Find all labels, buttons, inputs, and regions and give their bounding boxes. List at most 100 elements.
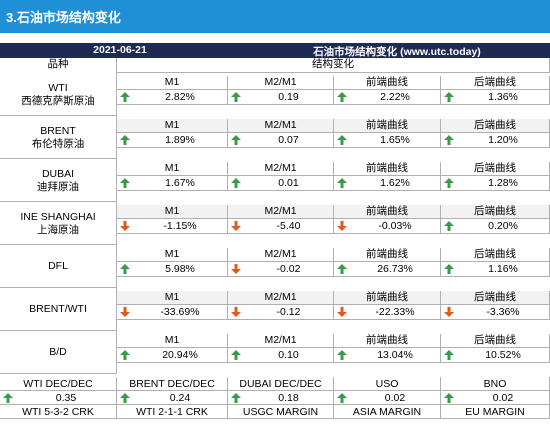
spread-value-cell: 0.02 — [334, 391, 441, 405]
metric-value-cell: 10.52% — [441, 348, 550, 363]
arrow-up-icon — [337, 350, 347, 360]
metric-value-cell: -0.12 — [228, 305, 334, 320]
arrow-up-icon — [444, 350, 454, 360]
metric-value: -0.03% — [378, 220, 412, 232]
arrow-down-icon — [337, 221, 347, 231]
product-name-cell: B/D — [0, 331, 117, 374]
metric-label-cell: M1 — [117, 76, 228, 90]
spread-label-cell: DUBAI DEC/DEC — [228, 377, 334, 391]
spread-value-cell: 0.02 — [441, 391, 550, 405]
metric-value: 1.36% — [488, 91, 518, 103]
metric-value: 0.10 — [278, 349, 299, 361]
metric-label-cell: 前端曲线 — [334, 205, 441, 219]
metric-value-cell: 20.94% — [117, 348, 228, 363]
metric-label-cell: 前端曲线 — [334, 119, 441, 133]
arrow-up-icon — [337, 178, 347, 188]
spread-value: 0.02 — [384, 392, 406, 404]
metric-label-cell: 后端曲线 — [441, 76, 550, 90]
arrow-up-icon — [231, 92, 241, 102]
metric-value: 0.01 — [278, 177, 299, 189]
section-title: 3.石油市场结构变化 — [6, 10, 121, 25]
product-name-cell: BRENT/WTI — [0, 288, 117, 331]
metric-label-cell: 前端曲线 — [334, 334, 441, 348]
metric-value-cell: 1.16% — [441, 262, 550, 277]
variety-header: 品种 — [0, 58, 117, 73]
metric-value: 0.20% — [488, 220, 518, 232]
metric-value-cell: 1.28% — [441, 176, 550, 191]
metric-value: -3.36% — [486, 306, 520, 318]
spread-value-cell: 0.24 — [117, 391, 228, 405]
metric-label-cell: 后端曲线 — [441, 291, 550, 305]
metric-label-cell: 后端曲线 — [441, 205, 550, 219]
spread-label-cell: USO — [334, 377, 441, 391]
arrow-up-icon — [120, 135, 130, 145]
crack-label-cell: ASIA MARGIN — [334, 405, 441, 419]
metric-value-cell: -0.03% — [334, 219, 441, 234]
arrow-up-icon — [120, 393, 130, 403]
arrow-up-icon — [444, 178, 454, 188]
metric-label-cell: 后端曲线 — [441, 334, 550, 348]
arrow-up-icon — [337, 393, 347, 403]
product-name-cn: 布伦特原油 — [31, 138, 85, 150]
metric-value: 1.16% — [488, 263, 518, 275]
spread-value: 0.24 — [169, 392, 191, 404]
crack-label-cell: USGC MARGIN — [228, 405, 334, 419]
arrow-down-icon — [444, 307, 454, 317]
metric-label-cell: 后端曲线 — [441, 162, 550, 176]
arrow-up-icon — [120, 350, 130, 360]
structure-header: 结构变化 — [117, 58, 550, 73]
metric-label-cell: M1 — [117, 119, 228, 133]
arrow-down-icon — [231, 221, 241, 231]
arrow-up-icon — [444, 221, 454, 231]
metric-value: 5.98% — [165, 263, 195, 275]
arrow-up-icon — [120, 92, 130, 102]
spread-label-cell: BRENT DEC/DEC — [117, 377, 228, 391]
metric-label-cell: M1 — [117, 334, 228, 348]
arrow-down-icon — [120, 307, 130, 317]
arrow-up-icon — [231, 135, 241, 145]
spread-label-cell: WTI DEC/DEC — [0, 377, 117, 391]
metric-value: 1.62% — [380, 177, 410, 189]
metric-value: -0.12 — [276, 306, 301, 318]
metric-value-cell: 2.82% — [117, 90, 228, 105]
arrow-up-icon — [231, 350, 241, 360]
metric-label-cell: M2/M1 — [228, 205, 334, 219]
metric-value-cell: 1.89% — [117, 133, 228, 148]
metric-value: 1.65% — [380, 134, 410, 146]
metric-value-cell: 1.20% — [441, 133, 550, 148]
arrow-up-icon — [444, 135, 454, 145]
metric-value: 2.82% — [165, 91, 195, 103]
metric-value-cell: -22.33% — [334, 305, 441, 320]
metric-value: -0.02 — [276, 263, 301, 275]
spread-value: 0.18 — [278, 392, 299, 404]
product-name-en: BRENT — [40, 125, 76, 137]
metric-value-cell: 0.10 — [228, 348, 334, 363]
metric-value-cell: 5.98% — [117, 262, 228, 277]
product-name-cn: 迪拜原油 — [37, 181, 79, 193]
metric-value-cell: 1.36% — [441, 90, 550, 105]
arrow-up-icon — [3, 393, 13, 403]
metric-label-cell: M1 — [117, 205, 228, 219]
metric-value-cell: 0.07 — [228, 133, 334, 148]
metric-value: 26.73% — [377, 263, 413, 275]
product-name-cell: WTI 西德克萨斯原油 — [0, 73, 117, 116]
metric-label-cell: M1 — [117, 248, 228, 262]
metric-label-cell: 后端曲线 — [441, 248, 550, 262]
table-date: 2021-06-21 — [93, 44, 147, 56]
metric-value: -22.33% — [375, 306, 415, 318]
metric-value-cell: 0.01 — [228, 176, 334, 191]
arrow-up-icon — [444, 92, 454, 102]
arrow-up-icon — [231, 178, 241, 188]
product-name-cn: 上海原油 — [37, 224, 79, 236]
metric-label-cell: 前端曲线 — [334, 291, 441, 305]
metric-value-cell: 0.20% — [441, 219, 550, 234]
metric-value: 20.94% — [162, 349, 198, 361]
product-name-en: DUBAI — [41, 168, 75, 180]
arrow-down-icon — [231, 307, 241, 317]
product-name-en: INE SHANGHAI — [20, 211, 96, 223]
product-name-cell: BRENT 布伦特原油 — [0, 116, 117, 159]
metric-value-cell: 1.62% — [334, 176, 441, 191]
metric-value-cell: -0.02 — [228, 262, 334, 277]
metric-value-cell: 13.04% — [334, 348, 441, 363]
arrow-up-icon — [120, 178, 130, 188]
